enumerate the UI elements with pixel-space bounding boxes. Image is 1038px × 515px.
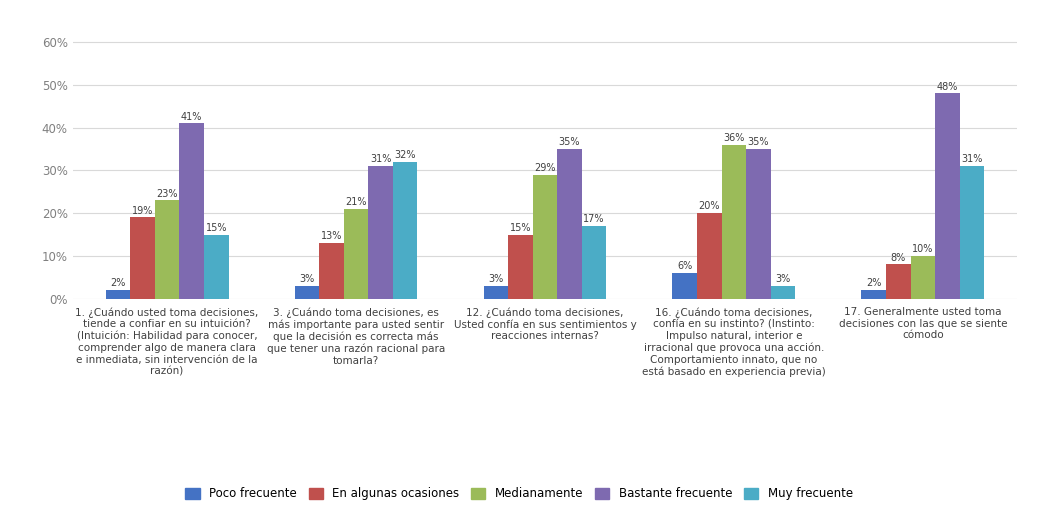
Text: 6%: 6% [677,261,692,271]
Bar [532,175,557,299]
Bar [770,286,795,299]
Bar [344,209,368,299]
Bar [509,234,532,299]
Bar [203,234,228,299]
Text: 15%: 15% [206,223,227,233]
Text: 3%: 3% [775,274,791,284]
Bar [698,213,721,299]
Bar [180,123,203,299]
Legend: Poco frecuente, En algunas ocasiones, Medianamente, Bastante frecuente, Muy frec: Poco frecuente, En algunas ocasiones, Me… [182,484,856,504]
Bar [368,166,392,299]
Text: 2%: 2% [866,279,881,288]
Text: 48%: 48% [936,81,958,92]
Bar [886,265,910,299]
Text: 31%: 31% [961,154,983,164]
Bar [557,149,581,299]
Text: 13%: 13% [321,231,343,242]
Text: 29%: 29% [535,163,555,173]
Text: 36%: 36% [723,133,744,143]
Text: 3%: 3% [488,274,503,284]
Text: 21%: 21% [346,197,366,207]
Bar [935,93,959,299]
Bar [746,149,770,299]
Bar [106,290,131,299]
Bar [320,243,344,299]
Text: 8%: 8% [891,253,906,263]
Bar [862,290,886,299]
Bar [131,217,155,299]
Bar [155,200,180,299]
Text: 19%: 19% [132,205,154,216]
Text: 35%: 35% [747,137,769,147]
Text: 17%: 17% [583,214,605,224]
Text: 41%: 41% [181,112,202,122]
Text: 31%: 31% [370,154,391,164]
Bar [673,273,698,299]
Text: 2%: 2% [110,279,126,288]
Text: 20%: 20% [699,201,720,212]
Text: 32%: 32% [394,150,416,160]
Bar [392,162,417,299]
Text: 10%: 10% [912,244,933,254]
Bar [581,226,606,299]
Bar [484,286,509,299]
Bar [295,286,320,299]
Text: 3%: 3% [299,274,315,284]
Bar [910,256,935,299]
Bar [721,145,746,299]
Text: 15%: 15% [510,223,531,233]
Bar [959,166,984,299]
Text: 35%: 35% [558,137,580,147]
Text: 23%: 23% [157,188,177,199]
